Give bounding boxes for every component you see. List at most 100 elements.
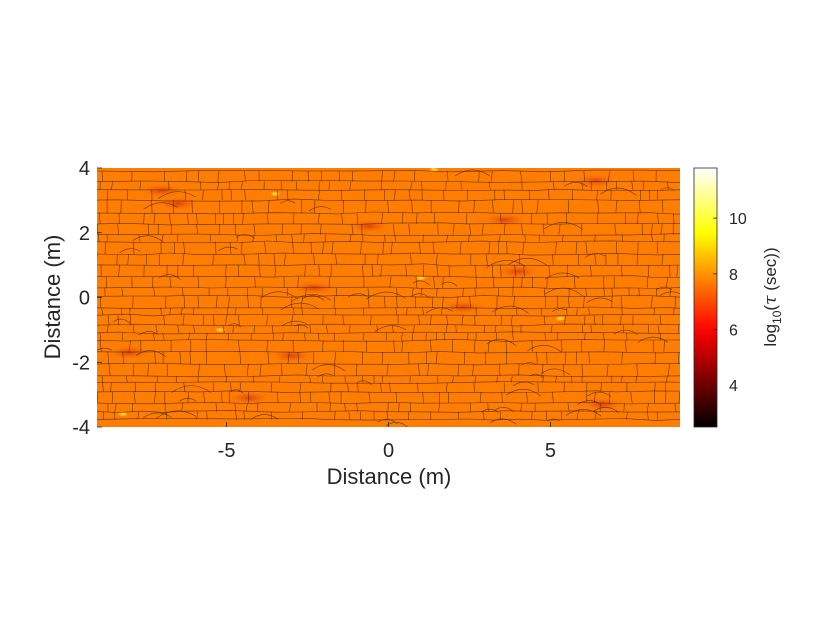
y-tick-label: 2 — [79, 223, 90, 245]
fracture-vertical — [187, 213, 189, 224]
fracture-vertical — [272, 332, 274, 341]
fracture-vertical — [367, 287, 370, 297]
fracture-vertical — [235, 411, 237, 420]
fracture-vertical — [492, 200, 494, 214]
fracture-vertical — [334, 351, 337, 364]
fracture-vertical — [101, 307, 104, 316]
fracture-vertical — [197, 296, 200, 308]
fracture-vertical — [102, 382, 104, 392]
fracture-vertical — [472, 363, 475, 376]
fracture-curved — [586, 297, 613, 304]
fracture-vertical — [322, 340, 324, 352]
fracture-vertical — [490, 170, 493, 182]
fracture-vertical — [217, 170, 220, 182]
fracture-vertical — [239, 382, 242, 392]
fracture-vertical — [394, 234, 397, 242]
fracture-vertical — [133, 325, 135, 333]
fracture-curved — [527, 345, 562, 353]
fracture-vertical — [203, 391, 206, 404]
fracture-vertical — [344, 402, 346, 412]
fracture-vertical — [99, 181, 101, 190]
fracture-curved — [301, 295, 325, 301]
fracture-vertical — [581, 181, 583, 190]
fracture-vertical — [348, 325, 351, 333]
fracture-vertical — [473, 340, 476, 352]
fracture-vertical — [206, 411, 208, 420]
fracture-curved — [135, 350, 166, 358]
fracture-vertical — [580, 223, 583, 235]
fracture-vertical — [325, 325, 328, 333]
fracture-vertical — [202, 315, 205, 326]
fracture-vertical — [386, 363, 389, 376]
fracture-vertical — [420, 287, 423, 297]
fracture-vertical — [663, 340, 665, 352]
fracture-vertical — [413, 325, 415, 333]
fracture-vertical — [650, 296, 653, 308]
fracture-vertical — [621, 351, 623, 364]
fracture-vertical — [482, 411, 485, 420]
fracture-vertical — [289, 402, 291, 412]
fracture-vertical — [349, 234, 352, 242]
fracture-curved — [491, 305, 529, 314]
fracture-vertical — [514, 264, 516, 277]
fracture-vertical — [222, 325, 225, 333]
fracture-vertical — [355, 363, 358, 376]
fracture-horizontal — [97, 374, 680, 378]
fracture-vertical — [280, 363, 283, 376]
fracture-horizontal — [97, 286, 680, 290]
fracture-vertical — [437, 375, 439, 383]
fracture-vertical — [554, 241, 557, 255]
fracture-vertical — [435, 253, 438, 265]
fracture-vertical — [462, 287, 464, 297]
fracture-vertical — [202, 189, 204, 201]
fracture-vertical — [186, 170, 188, 182]
fracture-horizontal — [97, 169, 680, 173]
fracture-vertical — [521, 276, 523, 288]
fracture-vertical — [567, 296, 570, 308]
low-value-spot — [440, 300, 485, 315]
fracture-vertical — [561, 234, 564, 242]
fracture-vertical — [563, 170, 565, 182]
fracture-vertical — [446, 325, 448, 333]
fracture-vertical — [657, 325, 660, 333]
fracture-curved — [544, 222, 584, 230]
fracture-vertical — [621, 307, 623, 316]
fracture-vertical — [328, 181, 330, 190]
fracture-vertical — [594, 253, 597, 265]
fracture-vertical — [606, 363, 609, 376]
fracture-curved — [261, 291, 299, 300]
fracture-vertical — [370, 315, 372, 326]
fracture-vertical — [650, 223, 653, 235]
fracture-vertical — [664, 391, 667, 404]
fracture-vertical — [154, 351, 156, 364]
low-value-spot — [227, 390, 272, 405]
low-value-spot — [155, 196, 200, 211]
fracture-curved — [565, 409, 602, 417]
fracture-horizontal — [97, 410, 680, 413]
fracture-vertical — [381, 351, 384, 364]
fracture-vertical — [474, 375, 477, 383]
fracture-curved — [374, 325, 407, 332]
colorbar-label-symbol: τ — [761, 295, 781, 305]
fracture-vertical — [125, 375, 128, 383]
fracture-vertical — [455, 325, 457, 333]
fracture-curved — [577, 400, 600, 405]
fracture-vertical — [636, 253, 638, 265]
fracture-vertical — [474, 264, 477, 277]
fracture-vertical — [193, 325, 196, 333]
fracture-vertical — [585, 287, 587, 297]
fracture-vertical — [630, 391, 633, 404]
fracture-vertical — [560, 340, 563, 352]
fracture-vertical — [182, 253, 185, 265]
fracture-vertical — [297, 276, 299, 288]
fracture-curved — [541, 368, 570, 376]
fracture-vertical — [313, 253, 315, 265]
fracture-vertical — [274, 264, 277, 277]
fracture-vertical — [546, 213, 548, 224]
fracture-curved — [347, 293, 368, 298]
fracture-vertical — [636, 213, 639, 224]
fracture-curved — [521, 362, 537, 366]
fracture-vertical — [600, 382, 603, 392]
fracture-vertical — [225, 264, 227, 277]
